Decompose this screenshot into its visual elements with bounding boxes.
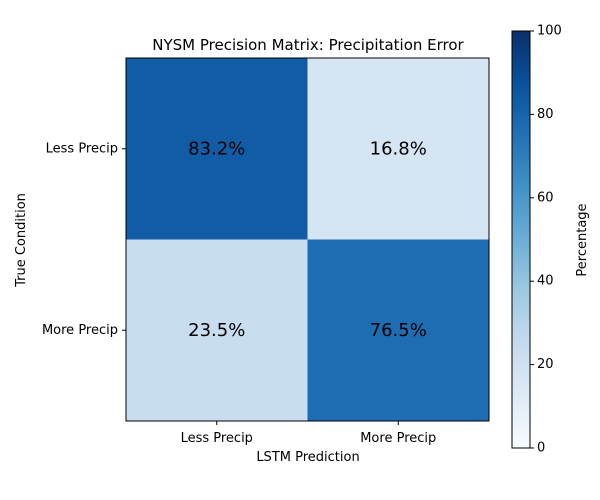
chart-title: NYSM Precision Matrix: Precipitation Err… [152, 36, 464, 54]
heatmap-cell [307, 239, 489, 421]
y-axis-ticks: Less Precip More Precip [42, 141, 126, 338]
colorbar-tick-label: 20 [537, 357, 554, 372]
x-tick-label: Less Precip [181, 431, 253, 446]
colorbar-tick-label: 80 [537, 107, 554, 122]
heatmap-cell [126, 58, 308, 240]
colorbar-ticks: 0 20 40 60 80 100 [530, 24, 562, 456]
heatmap-cells [126, 58, 489, 421]
x-tick-label: More Precip [360, 431, 436, 446]
cell-value-label: 23.5% [188, 320, 245, 341]
cell-value-label: 83.2% [188, 138, 245, 159]
colorbar-tick-label: 0 [537, 441, 545, 456]
colorbar [511, 30, 531, 449]
heatmap-cell [126, 239, 308, 421]
y-tick-label: Less Precip [46, 141, 118, 156]
heatmap-cell [307, 58, 489, 240]
y-axis-label: True Condition [14, 193, 29, 288]
colorbar-tick-label: 100 [537, 24, 562, 39]
cell-labels: 83.2% 16.8% 23.5% 76.5% [188, 138, 427, 341]
x-axis-ticks: Less Precip More Precip [181, 421, 436, 446]
colorbar-label: Percentage [575, 203, 590, 276]
y-tick-label: More Precip [42, 323, 118, 338]
plot-frame [125, 57, 490, 422]
x-axis-label: LSTM Prediction [256, 450, 359, 465]
colorbar-tick-label: 40 [537, 274, 554, 289]
cell-value-label: 16.8% [370, 138, 427, 159]
colorbar-tick-label: 60 [537, 190, 554, 205]
cell-value-label: 76.5% [370, 320, 427, 341]
